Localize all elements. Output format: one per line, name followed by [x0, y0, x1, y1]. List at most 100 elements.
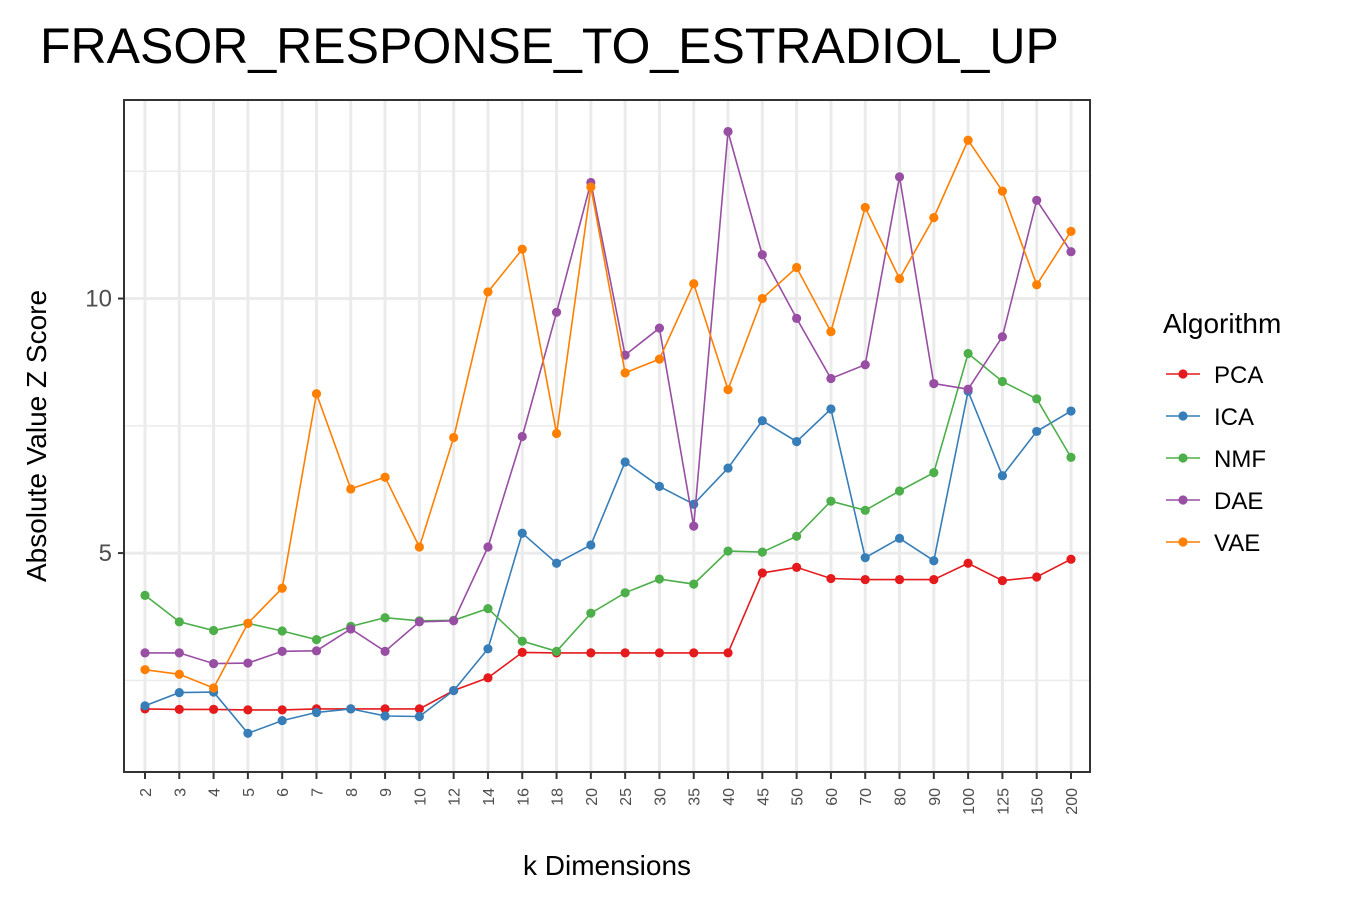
data-point [689, 279, 699, 289]
data-point [894, 274, 905, 284]
x-tick-label: 10 [412, 788, 429, 806]
data-point [997, 332, 1008, 342]
data-point [174, 617, 184, 627]
data-point [620, 648, 630, 658]
data-point [929, 378, 939, 389]
data-point [483, 644, 493, 654]
data-point [517, 431, 527, 442]
chart-title: FRASOR_RESPONSE_TO_ESTRADIOL_UP [40, 18, 1059, 74]
series-line-ica [144, 388, 1072, 735]
data-point [277, 715, 287, 726]
data-point [997, 376, 1008, 387]
data-point [1032, 426, 1042, 437]
data-point [792, 531, 802, 541]
data-point [208, 625, 219, 636]
legend-marker [1178, 537, 1188, 547]
legend-items: PCA ICA NMF DAE VAE [1166, 362, 1266, 557]
data-point [449, 616, 459, 626]
data-point [757, 568, 767, 578]
data-point [174, 704, 184, 714]
data-point [311, 707, 322, 718]
legend-item-pca: PCA [1166, 362, 1263, 389]
data-point [929, 213, 939, 223]
data-point [860, 574, 870, 585]
data-point [826, 373, 836, 384]
data-point [1066, 406, 1076, 416]
data-point [620, 368, 630, 378]
data-point [243, 728, 253, 738]
legend-label: VAE [1214, 530, 1260, 557]
legend-marker [1178, 453, 1188, 463]
x-axis-title: k Dimensions [523, 850, 691, 881]
y-tick-label: 5 [99, 540, 112, 567]
x-tick-label: 9 [378, 788, 395, 797]
legend-title: Algorithm [1163, 308, 1281, 339]
x-tick-label: 12 [447, 788, 464, 806]
legend-label: NMF [1214, 446, 1266, 473]
data-point [380, 704, 390, 714]
data-point [723, 126, 733, 137]
data-point [517, 647, 527, 657]
data-point [894, 533, 905, 543]
data-point [414, 542, 424, 552]
data-point [277, 646, 287, 656]
y-tick-label: 10 [85, 286, 112, 313]
data-point [1032, 394, 1042, 404]
data-point [997, 186, 1008, 196]
x-tick-label: 4 [207, 788, 224, 797]
data-point [380, 613, 390, 623]
data-point [1066, 226, 1076, 236]
legend-marker [1178, 495, 1188, 505]
data-point [380, 711, 390, 721]
legend-item-vae: VAE [1166, 530, 1260, 557]
data-point [208, 683, 219, 693]
plot-area [123, 99, 1091, 773]
data-point [792, 562, 802, 572]
x-tick-label: 90 [927, 788, 944, 806]
data-point [792, 437, 802, 447]
data-point [551, 307, 562, 317]
data-point [277, 626, 287, 636]
data-point [414, 617, 424, 627]
data-point [449, 432, 459, 443]
x-tick-label: 150 [1030, 788, 1047, 815]
data-point [723, 463, 733, 473]
x-tick-label: 125 [995, 788, 1012, 815]
data-point [963, 384, 973, 394]
data-point [654, 323, 665, 333]
data-point [1066, 247, 1076, 257]
x-tick-label: 100 [961, 788, 978, 815]
data-point [826, 496, 836, 506]
data-point [483, 542, 493, 552]
data-point [346, 704, 356, 714]
data-point [963, 558, 973, 568]
data-point [826, 573, 836, 584]
data-point [380, 472, 390, 482]
series-ica [140, 386, 1076, 738]
data-point [551, 646, 562, 656]
series-group [140, 126, 1076, 738]
data-point [551, 428, 562, 439]
data-point [860, 505, 870, 515]
x-tick-label: 8 [344, 788, 361, 797]
data-point [380, 646, 390, 656]
data-point [517, 528, 527, 538]
y-axis-title: Absolute Value Z Score [21, 290, 52, 582]
data-point [243, 618, 253, 628]
legend-label: ICA [1214, 404, 1254, 431]
x-tick-label: 80 [893, 788, 910, 806]
data-point [757, 250, 767, 260]
data-point [963, 135, 973, 145]
x-tick-label: 45 [755, 788, 772, 806]
data-point [140, 701, 150, 711]
data-point [929, 574, 939, 585]
data-point [1032, 280, 1042, 290]
data-point [894, 172, 905, 182]
x-tick-label: 50 [790, 788, 807, 806]
x-tick-label: 14 [481, 788, 498, 806]
x-tick-label: 25 [618, 788, 635, 806]
legend-label: DAE [1214, 488, 1263, 515]
data-point [792, 313, 802, 323]
data-point [826, 404, 836, 414]
